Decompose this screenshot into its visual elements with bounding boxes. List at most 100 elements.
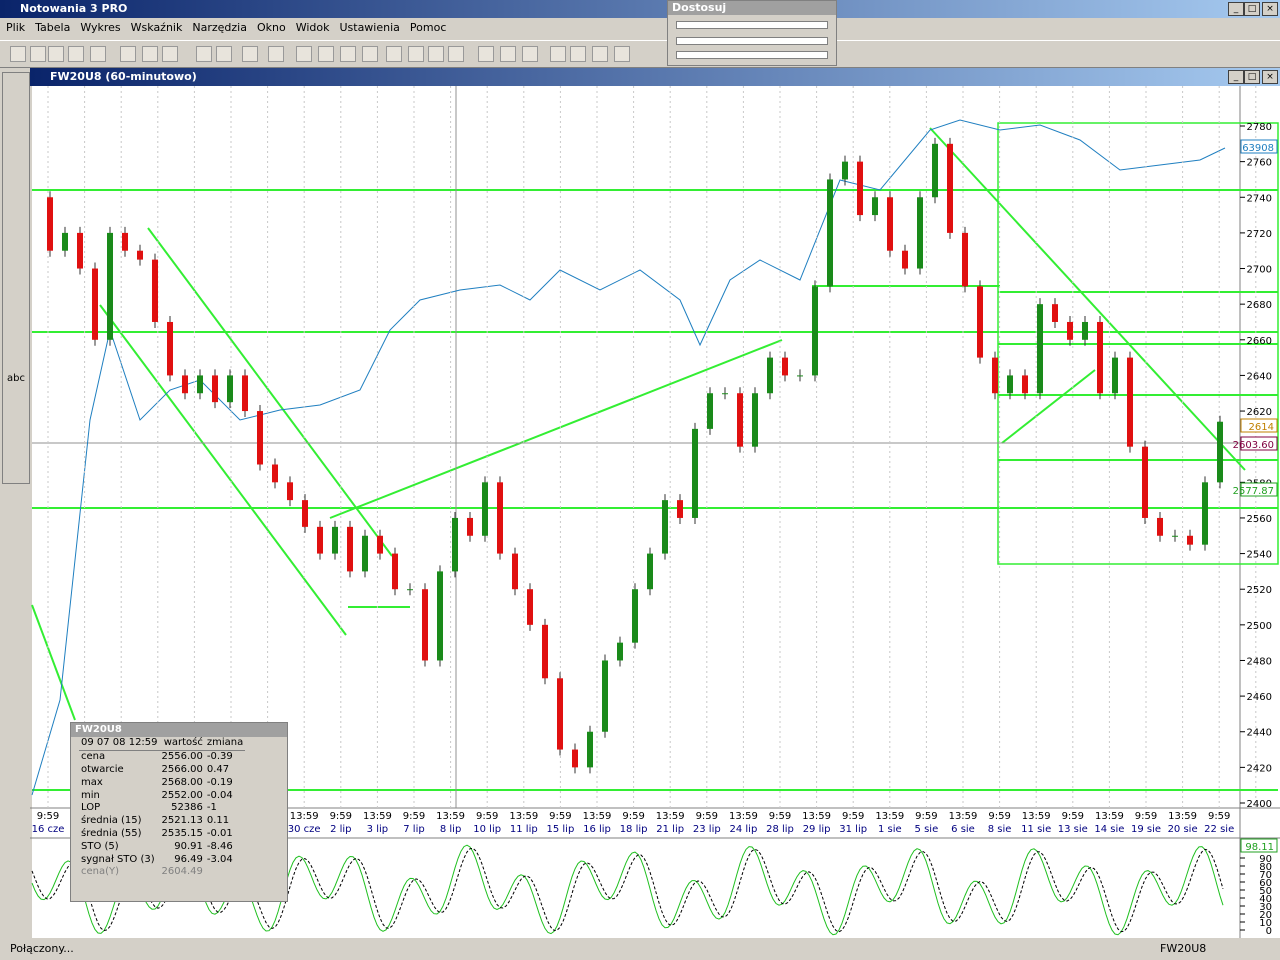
toolbar-button[interactable] <box>68 46 84 62</box>
toolbar-button[interactable] <box>522 46 538 62</box>
close[interactable]: × <box>1262 2 1278 16</box>
menu-item[interactable]: Okno <box>256 21 286 34</box>
info-cell <box>205 866 245 879</box>
toolbar-button[interactable] <box>268 46 284 62</box>
slider[interactable] <box>676 21 828 29</box>
candle <box>557 678 563 750</box>
toolbar-button[interactable] <box>614 46 630 62</box>
price-tick-label: 2520 <box>1247 585 1272 596</box>
status-left: Połączony... <box>10 942 74 955</box>
menu-item[interactable]: Ustawienia <box>339 21 400 34</box>
candle <box>842 161 848 180</box>
toolbar-button[interactable] <box>296 46 312 62</box>
osc-tick-label: 70 <box>1259 870 1272 881</box>
candle <box>782 357 788 376</box>
x-time-label: 9:59 <box>37 811 59 822</box>
value-box <box>1240 418 1278 433</box>
candle <box>722 393 728 395</box>
candle <box>1172 535 1178 537</box>
toolbar-button[interactable] <box>10 46 26 62</box>
info-row: STO (5) 90.91 -8.46 <box>79 840 245 853</box>
candle <box>1052 304 1058 322</box>
x-time-label: 13:59 <box>1168 811 1197 822</box>
candle <box>152 259 158 322</box>
candle <box>542 624 548 679</box>
slider[interactable] <box>676 37 828 45</box>
info-cell: 0.11 <box>206 815 230 827</box>
menu-item[interactable]: Wskaźnik <box>130 21 183 34</box>
toolbar-button[interactable] <box>386 46 402 62</box>
toolbar-button[interactable] <box>362 46 378 62</box>
close[interactable]: × <box>1262 70 1278 84</box>
menu-item[interactable]: Pomoc <box>409 21 447 34</box>
toolbar-button[interactable] <box>570 46 586 62</box>
toolbar-button[interactable] <box>408 46 424 62</box>
text-tool[interactable]: abc <box>7 373 25 384</box>
toolbar-button[interactable] <box>120 46 136 62</box>
title-bar: Notowania 3 PRO <box>0 0 1280 18</box>
minimize[interactable]: _ <box>1228 2 1244 16</box>
x-date-label: 16 lip <box>583 824 611 835</box>
candle <box>377 535 383 554</box>
slider[interactable] <box>676 51 828 59</box>
osc-tick-label: 30 <box>1259 902 1272 913</box>
toolbar-button[interactable] <box>162 46 178 62</box>
candle <box>257 411 263 465</box>
candle <box>1187 535 1193 545</box>
candle <box>1097 321 1103 394</box>
toolbar-button[interactable] <box>550 46 566 62</box>
x-time-label: 13:59 <box>363 811 392 822</box>
toolbar-button[interactable] <box>142 46 158 62</box>
info-cell: 0.47 <box>206 763 230 775</box>
toolbar-button[interactable] <box>48 46 64 62</box>
value-box <box>1240 482 1278 497</box>
candle <box>1112 357 1118 394</box>
toolbar-button[interactable] <box>242 46 258 62</box>
menu-item[interactable]: Wykres <box>80 21 121 34</box>
toolbar-button[interactable] <box>478 46 494 62</box>
toolbar-button[interactable] <box>428 46 444 62</box>
x-time-label: 13:59 <box>949 811 978 822</box>
candle <box>272 464 278 483</box>
x-time-label: 9:59 <box>915 811 937 822</box>
candle <box>947 143 953 233</box>
maximize[interactable]: □ <box>1244 2 1260 16</box>
menu-item[interactable]: Narzędzia <box>192 21 247 34</box>
x-date-label: 22 sie <box>1204 824 1234 835</box>
candle <box>767 357 773 394</box>
toolbar-button[interactable] <box>196 46 212 62</box>
comparison-line <box>31 119 1226 796</box>
toolbar-button[interactable] <box>592 46 608 62</box>
info-cell: -0.01 <box>206 827 233 839</box>
toolbar-button[interactable] <box>90 46 106 62</box>
maximize[interactable]: □ <box>1244 70 1260 84</box>
osc-tick-label: 60 <box>1259 878 1272 889</box>
x-date-label: 7 lip <box>403 824 424 835</box>
toolbar-button[interactable] <box>500 46 516 62</box>
info-row: cena(Y) 2604.49 <box>79 866 245 879</box>
price-tick-label: 2780 <box>1247 122 1272 133</box>
info-cell: otwarcie <box>81 763 124 775</box>
info-row: średnia (55) 2535.15 -0.01 <box>79 828 245 841</box>
minimize[interactable]: _ <box>1228 70 1244 84</box>
info-cell: -8.46 <box>206 840 233 852</box>
toolbar-button[interactable] <box>216 46 232 62</box>
toolbar-button[interactable] <box>340 46 356 62</box>
info-header-cell: wartość <box>159 737 205 751</box>
candle <box>707 393 713 429</box>
info-cell: -0.19 <box>206 776 233 788</box>
x-time-label: 13:59 <box>1095 811 1124 822</box>
price-tick-label: 2680 <box>1247 300 1272 311</box>
menu-item[interactable]: Widok <box>295 21 330 34</box>
info-cell: cena(Y) <box>81 866 120 878</box>
menu-item[interactable]: Plik <box>6 21 26 34</box>
x-date-label: 8 lip <box>440 824 461 835</box>
toolbar-button[interactable] <box>448 46 464 62</box>
toolbar-button[interactable] <box>318 46 334 62</box>
toolbar-button[interactable] <box>30 46 46 62</box>
candle <box>437 571 443 661</box>
candle <box>527 589 533 625</box>
value-box <box>1240 436 1278 451</box>
menu-item[interactable]: Tabela <box>35 21 71 34</box>
